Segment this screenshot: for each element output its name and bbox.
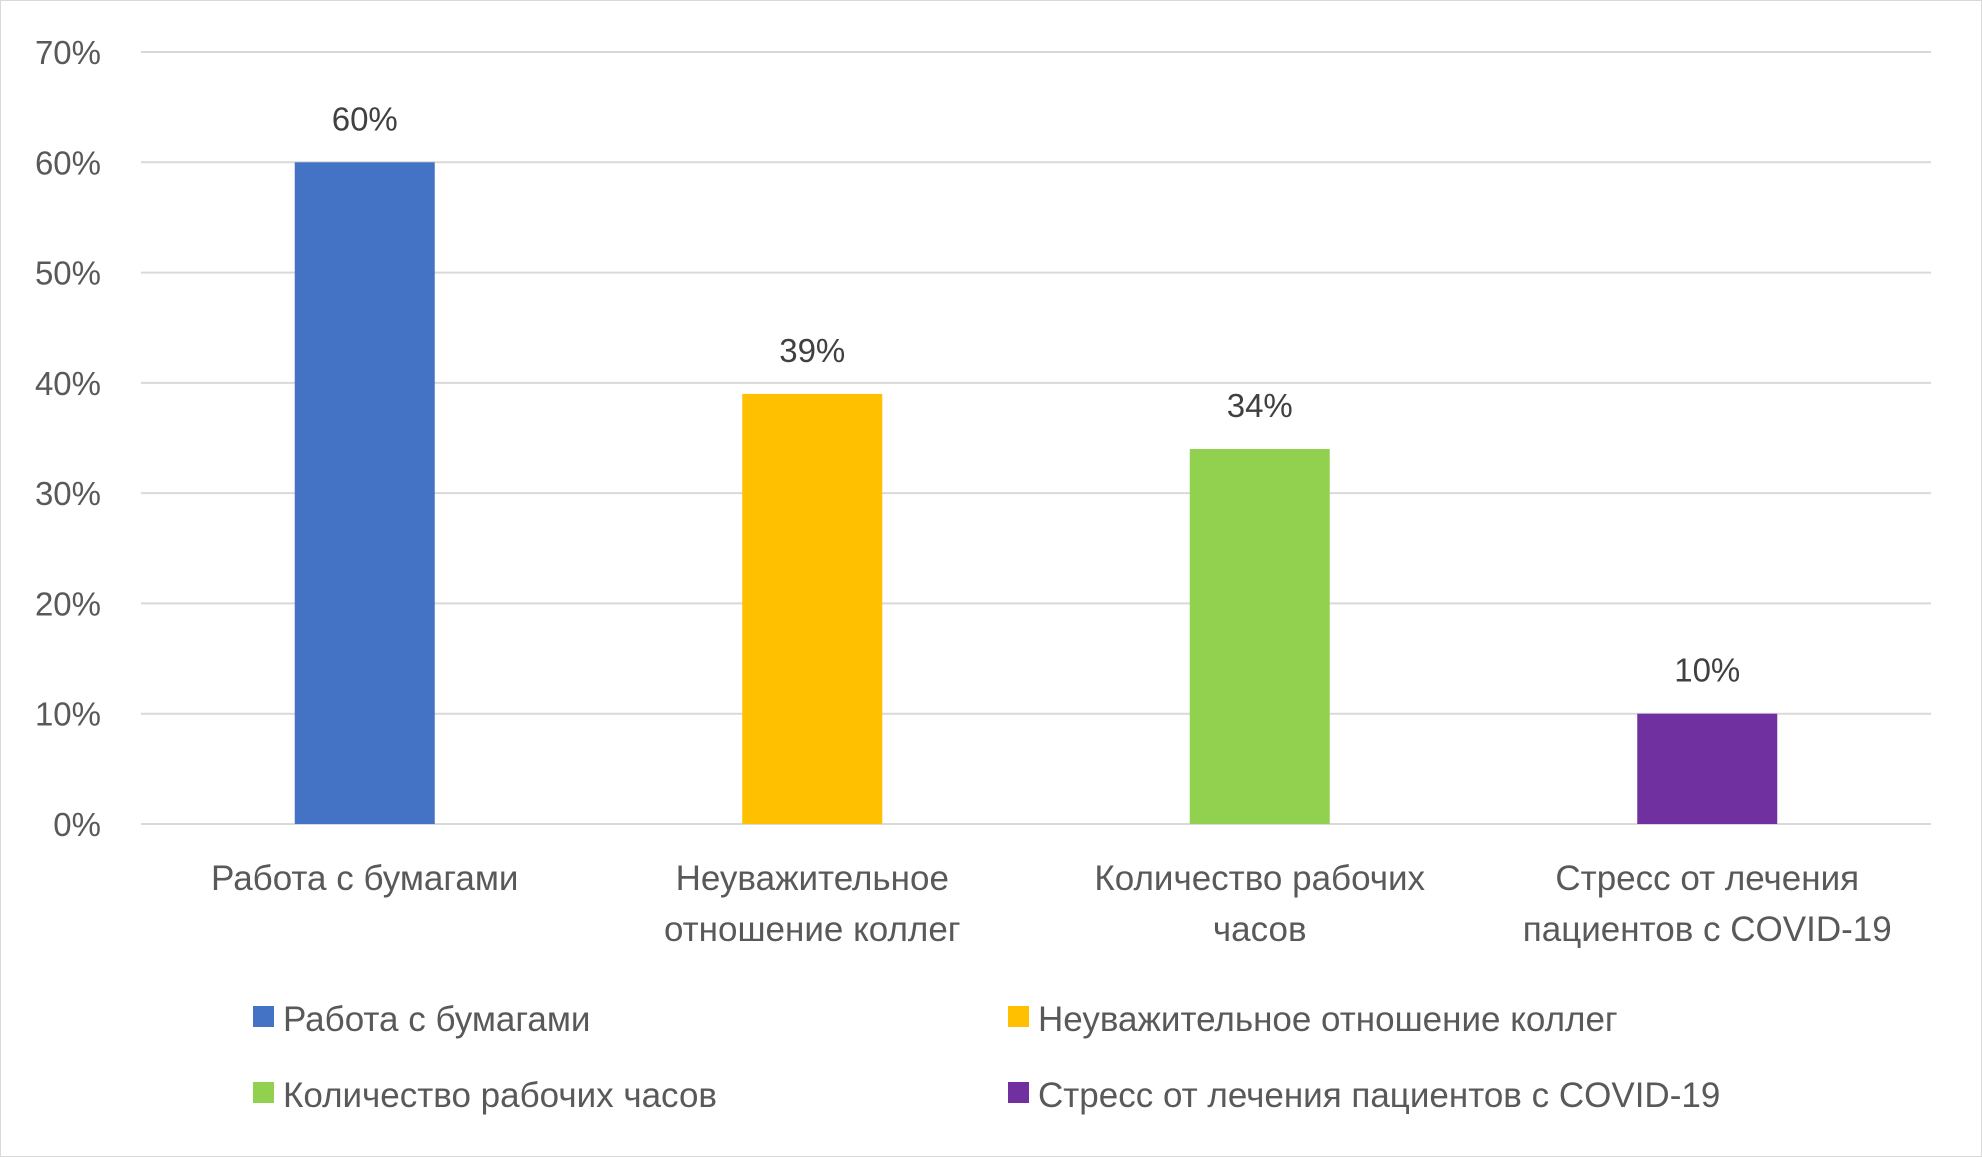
category-label-line: отношение коллег — [664, 910, 961, 949]
y-tick-label: 10% — [35, 696, 101, 733]
data-labels: 60% 39% 34% 10% — [332, 100, 1741, 688]
category-label: Работа с бумагами — [211, 859, 518, 898]
bar — [294, 162, 435, 825]
legend-swatch — [1008, 1082, 1029, 1103]
y-tick-label: 30% — [35, 475, 101, 512]
bar — [1637, 713, 1778, 824]
category-label: Неуважительное отношение коллег — [664, 859, 961, 949]
legend: Работа с бумагами Неуважительное отношени… — [253, 1000, 1720, 1115]
category-label-line: Неуважительное — [676, 859, 949, 898]
legend-swatch — [1008, 1006, 1029, 1027]
gridlines — [141, 51, 1931, 825]
legend-swatch — [253, 1006, 274, 1027]
y-tick-label: 0% — [53, 806, 101, 843]
data-label: 60% — [332, 100, 398, 137]
legend-label: Неуважительное отношение коллег — [1038, 1000, 1618, 1039]
category-label-line: часов — [1213, 910, 1307, 949]
data-label: 39% — [779, 332, 845, 369]
bars — [294, 162, 1778, 825]
category-label-line: Количество рабочих — [1094, 859, 1425, 898]
category-label: Количество рабочих часов — [1094, 859, 1425, 949]
legend-swatch — [253, 1082, 274, 1103]
legend-label: Работа с бумагами — [283, 1000, 590, 1039]
y-tick-label: 60% — [35, 144, 101, 181]
y-tick-label: 70% — [35, 34, 101, 71]
category-label: Стресс от лечения пациентов с COVID-19 — [1523, 859, 1892, 949]
legend-label: Стресс от лечения пациентов с COVID-19 — [1038, 1076, 1720, 1115]
y-axis-tick-labels: 0% 10% 20% 30% 40% 50% 60% 70% — [35, 34, 101, 843]
bar — [742, 393, 883, 824]
y-tick-label: 50% — [35, 255, 101, 292]
category-label-line: пациентов с COVID-19 — [1523, 910, 1892, 949]
y-tick-label: 20% — [35, 585, 101, 622]
category-label-line: Работа с бумагами — [211, 859, 518, 898]
x-axis-category-labels: Работа с бумагами Неуважительное отношение… — [211, 859, 1892, 949]
data-label: 10% — [1674, 652, 1740, 689]
bar — [1189, 449, 1330, 824]
y-tick-label: 40% — [35, 365, 101, 402]
data-label: 34% — [1227, 387, 1293, 424]
category-label-line: Стресс от лечения — [1555, 859, 1859, 898]
legend-label: Количество рабочих часов — [283, 1076, 717, 1115]
